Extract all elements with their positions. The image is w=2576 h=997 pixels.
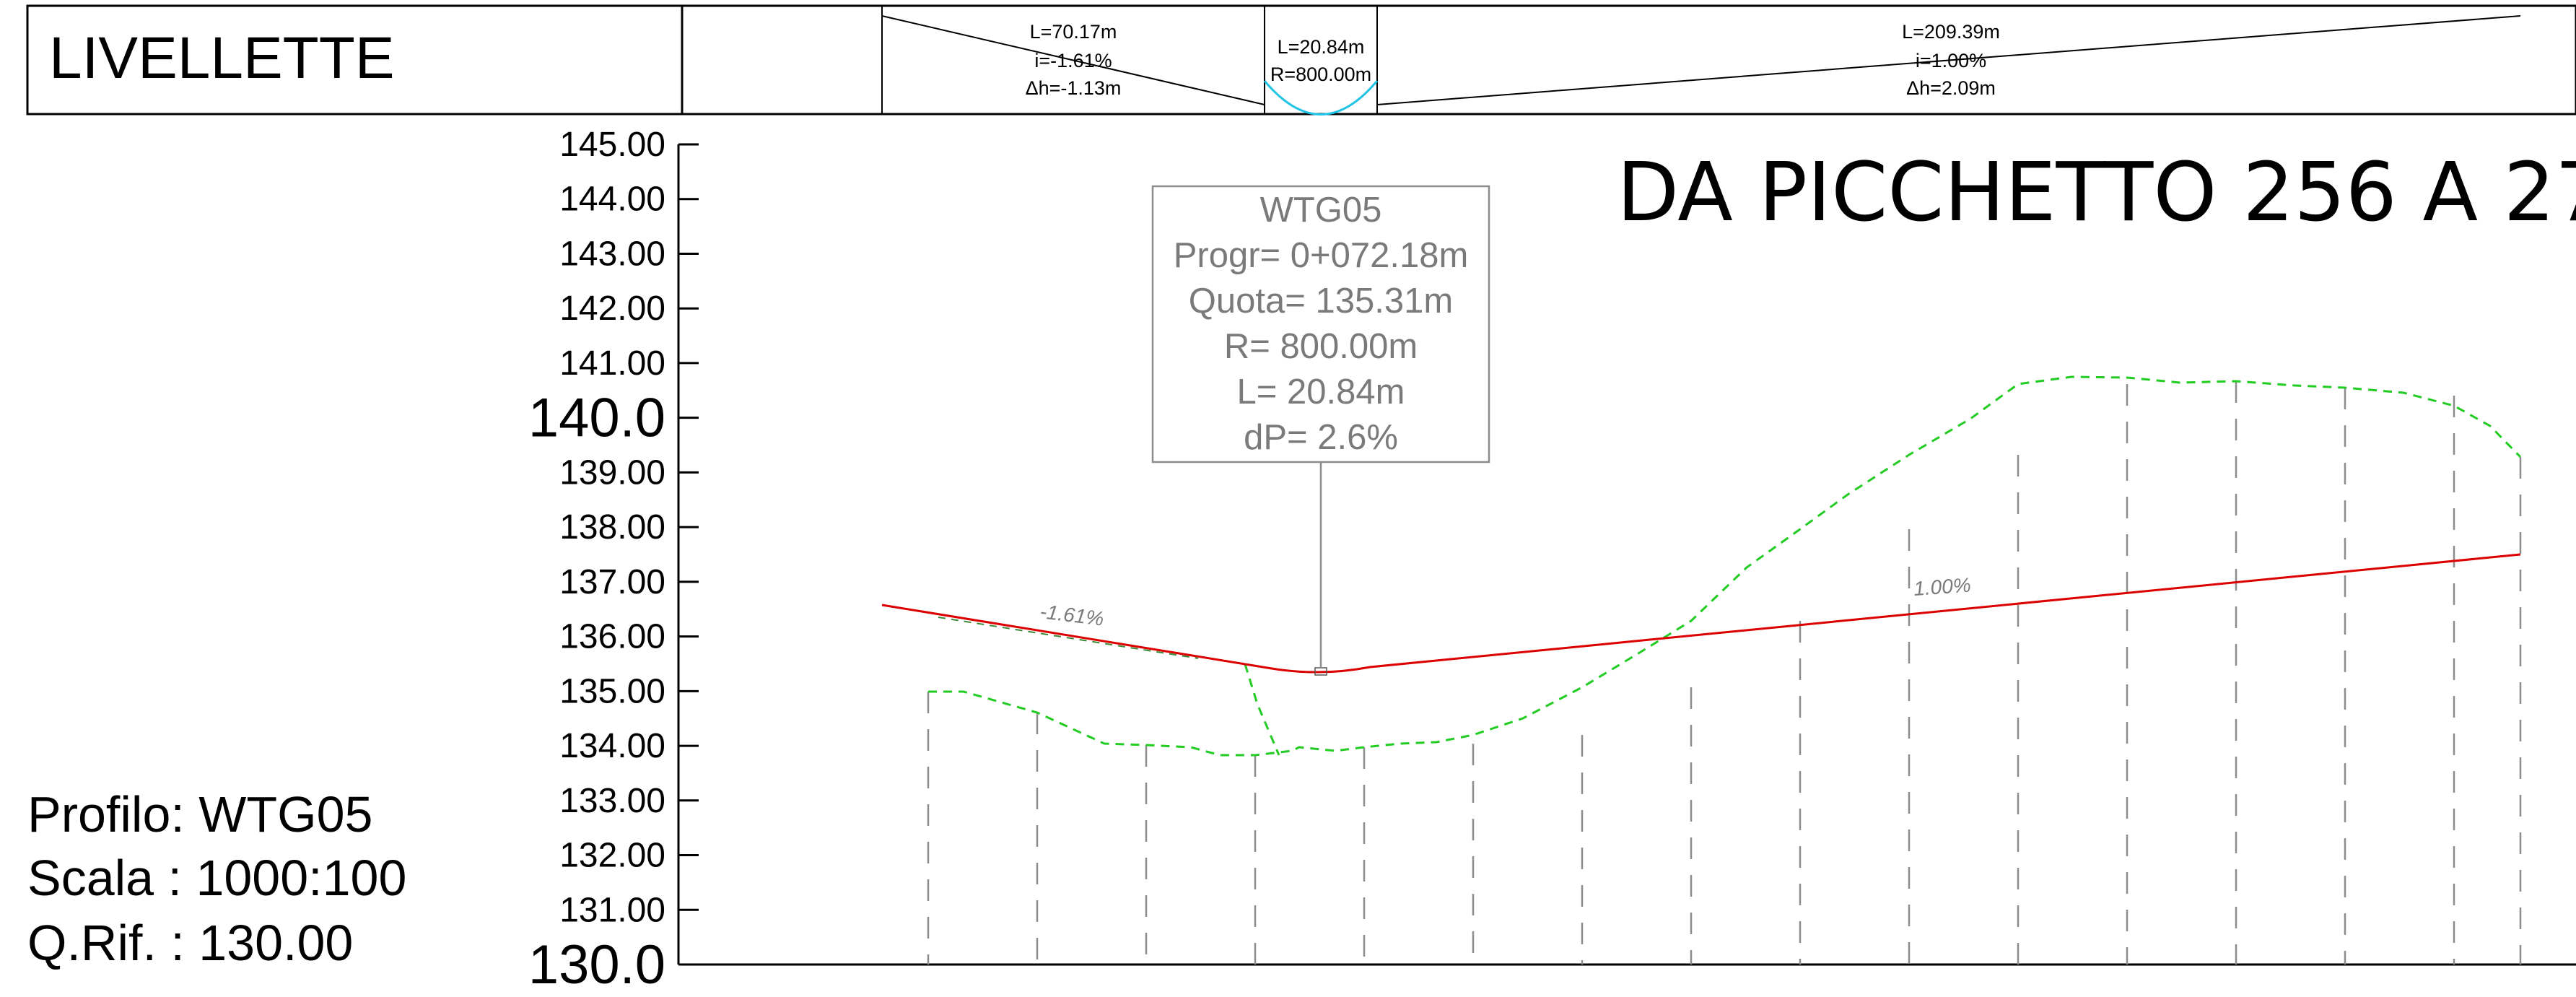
section-title: DA PICCHETTO 256 A 271 xyxy=(1617,146,2576,240)
segment-grade: i=1.00% xyxy=(1916,50,1986,71)
segment-delta-h: Δh=2.09m xyxy=(1906,77,1996,99)
axis-tick-label: 131.00 xyxy=(559,891,665,929)
callout-quota: Quota= 135.31m xyxy=(1189,282,1453,321)
callout-length: L= 20.84m xyxy=(1237,373,1405,412)
design-grade-line xyxy=(881,553,2521,674)
segment-length: L=20.84m xyxy=(1278,36,1365,58)
axis-tick-label: 137.00 xyxy=(559,563,665,601)
axis-tick-label: 144.00 xyxy=(559,180,665,219)
callout-radius: R= 800.00m xyxy=(1224,327,1418,366)
axis-tick-label: 138.00 xyxy=(559,508,665,547)
grade-label-right: 1.00% xyxy=(1913,574,1971,600)
grade-guide xyxy=(938,617,1199,659)
callout-name: WTG05 xyxy=(1260,191,1382,230)
segment-grade-line xyxy=(1376,15,2521,105)
grade-label-left: -1.61% xyxy=(1039,600,1105,630)
profile-name: Profilo: WTG05 xyxy=(27,786,372,843)
header-frame xyxy=(26,4,2576,116)
station-grid xyxy=(927,381,2522,965)
callout-progr: Progr= 0+072.18m xyxy=(1174,236,1469,275)
terrain-profile xyxy=(928,375,2522,757)
axis-tick-label: 140.0 xyxy=(528,388,665,449)
axis-tick-label: 139.00 xyxy=(559,453,665,492)
axis-tick-label: 133.00 xyxy=(559,782,665,820)
profile-reference: Q.Rif. : 130.00 xyxy=(27,915,353,971)
axis-tick-label: 132.00 xyxy=(559,837,665,875)
profile-scale: Scala : 1000:100 xyxy=(27,850,406,906)
axis-tick-label: 130.0 xyxy=(528,934,665,996)
axis-tick-label: 141.00 xyxy=(559,344,665,383)
callout-dp: dP= 2.6% xyxy=(1244,418,1398,457)
segment-grade-line xyxy=(881,15,1265,105)
axis-tick-label: 136.00 xyxy=(559,618,665,656)
axis-tick-label: 135.00 xyxy=(559,672,665,710)
header-band: LIVELLETTE L=70.17m i=-1.61% Δh=-1.13m L… xyxy=(26,4,2576,116)
segment-radius: R=800.00m xyxy=(1270,64,1371,85)
segment-length: L=70.17m xyxy=(1030,21,1117,43)
axis-tick-label: 142.00 xyxy=(559,289,665,328)
header-title: LIVELLETTE xyxy=(49,25,395,91)
segment-length: L=209.39m xyxy=(1902,21,2000,43)
axis-tick-label: 145.00 xyxy=(559,126,665,164)
segment-grade: i=-1.61% xyxy=(1034,50,1112,71)
elevation-axis: 145.00 144.00 143.00 142.00 141.00 140.0 139.0… xyxy=(528,126,2576,996)
vertex-callout: WTG05 Progr= 0+072.18m Quota= 135.31m R=… xyxy=(1151,185,1490,669)
segment-delta-h: Δh=-1.13m xyxy=(1026,77,1122,99)
vertical-curve-arc xyxy=(1263,80,1379,116)
axis-tick-label: 134.00 xyxy=(559,727,665,765)
axis-tick-label: 143.00 xyxy=(559,235,665,273)
callout-box xyxy=(1151,185,1490,463)
terrain-connector xyxy=(1244,663,1280,756)
